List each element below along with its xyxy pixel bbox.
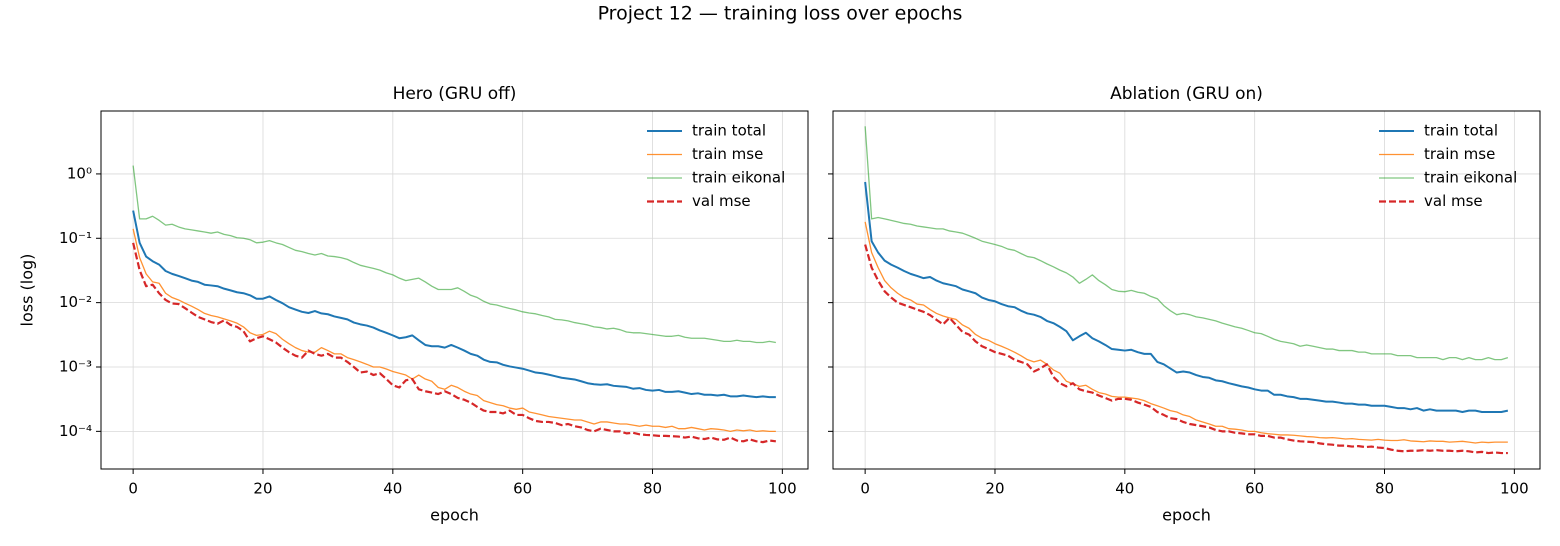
- legend-label: train total: [692, 122, 766, 140]
- y-tick-label: 10⁻²: [59, 293, 92, 311]
- series-line: [864, 126, 1509, 361]
- axes-frame: [832, 110, 1541, 470]
- y-tick-label: 10⁻¹: [59, 229, 92, 247]
- legend-label: train eikonal: [692, 169, 785, 187]
- series-line: [132, 242, 776, 444]
- series-line: [132, 228, 776, 432]
- x-axis-label: epoch: [430, 506, 479, 525]
- x-tick-label: 40: [383, 480, 402, 498]
- x-tick-label: 0: [128, 480, 138, 498]
- x-tick-label: 0: [860, 480, 870, 498]
- legend-label: train mse: [692, 145, 763, 163]
- axes: 0 20 40 60 80 100 Ablation (GRU on) epoch train …: [828, 84, 1541, 525]
- y-axis-label: loss (log): [18, 254, 37, 327]
- legend-label: train total: [1424, 122, 1498, 140]
- legend-label: train mse: [1424, 145, 1495, 163]
- y-tick-label: 10⁻⁴: [59, 422, 92, 440]
- x-tick-label: 20: [985, 480, 1004, 498]
- legend-label: train eikonal: [1424, 169, 1517, 187]
- y-tick-label: 10⁰: [67, 164, 92, 182]
- legend-label: val mse: [692, 192, 751, 210]
- series-line: [864, 244, 1508, 455]
- legend-label: val mse: [1424, 192, 1483, 210]
- series-line: [864, 221, 1508, 444]
- x-tick-label: 100: [768, 480, 797, 498]
- x-tick-label: 80: [643, 480, 662, 498]
- figure-title: Project 12 — training loss over epochs: [598, 3, 963, 25]
- axes-title: Ablation (GRU on): [1110, 84, 1263, 104]
- x-tick-label: 60: [513, 480, 532, 498]
- series-line: [132, 210, 776, 399]
- axes-title: Hero (GRU off): [393, 84, 517, 104]
- series-line: [132, 165, 776, 344]
- axes-frame: [100, 110, 809, 470]
- x-axis-label: epoch: [1162, 506, 1211, 525]
- x-tick-label: 60: [1245, 480, 1264, 498]
- x-tick-label: 40: [1115, 480, 1134, 498]
- x-tick-label: 80: [1375, 480, 1394, 498]
- axes: 10⁻⁴ 10⁻³ 10⁻² 10⁻¹ 10⁰ 0 20 40 60 80 100 Hero (GRU…: [18, 84, 809, 525]
- x-tick-label: 20: [253, 480, 272, 498]
- series-line: [864, 181, 1509, 413]
- y-tick-label: 10⁻³: [59, 357, 92, 375]
- x-tick-label: 100: [1500, 480, 1529, 498]
